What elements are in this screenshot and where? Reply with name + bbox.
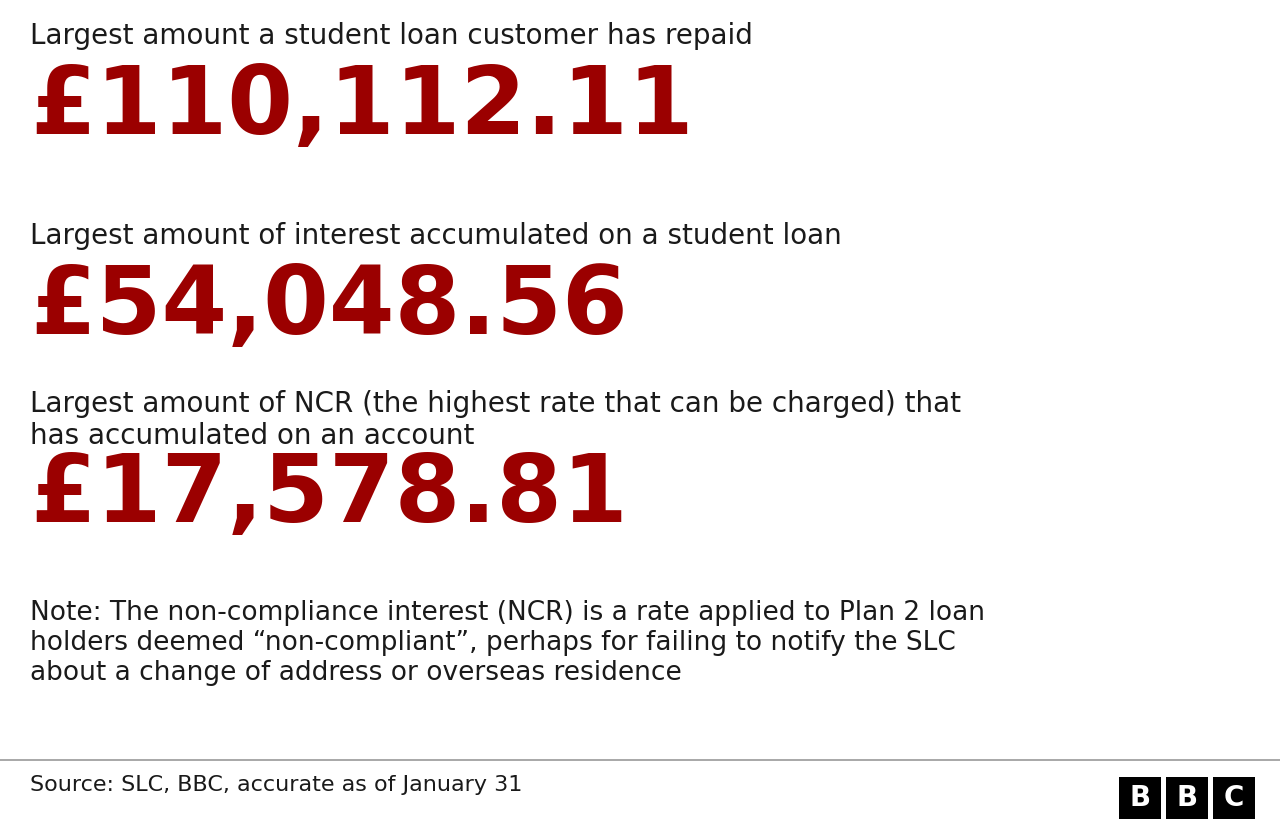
- Text: B: B: [1129, 784, 1151, 812]
- Text: £110,112.11: £110,112.11: [29, 62, 694, 154]
- Text: B: B: [1176, 784, 1198, 812]
- Text: Largest amount a student loan customer has repaid: Largest amount a student loan customer h…: [29, 22, 753, 50]
- Text: £17,578.81: £17,578.81: [29, 450, 627, 542]
- Text: C: C: [1224, 784, 1244, 812]
- Text: Largest amount of NCR (the highest rate that can be charged) that
has accumulate: Largest amount of NCR (the highest rate …: [29, 390, 961, 451]
- Text: Note: The non-compliance interest (NCR) is a rate applied to Plan 2 loan
holders: Note: The non-compliance interest (NCR) …: [29, 600, 986, 686]
- Text: Largest amount of interest accumulated on a student loan: Largest amount of interest accumulated o…: [29, 222, 842, 250]
- Text: Source: SLC, BBC, accurate as of January 31: Source: SLC, BBC, accurate as of January…: [29, 775, 522, 795]
- Text: £54,048.56: £54,048.56: [29, 262, 628, 354]
